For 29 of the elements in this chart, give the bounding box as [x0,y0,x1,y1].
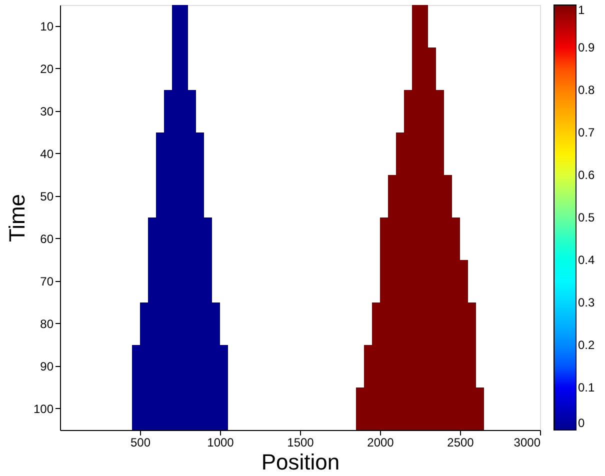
x-tick-label: 2000 [367,436,394,450]
y-tick-label: 30 [40,104,54,118]
x-tick-label: 3000 [514,436,541,450]
color-bar-label: 0.3 [578,296,596,310]
y-tick-label: 90 [40,359,54,374]
color-bar-label: 1 [578,3,585,17]
color-bar-label: 0.7 [578,126,596,140]
x-tick-label: 1000 [207,436,234,450]
x-axis-title: Position [261,450,340,474]
x-tick-label: 2500 [447,436,474,450]
color-bar-label: 0.8 [578,83,596,97]
color-bar-label: 0.9 [578,40,596,54]
y-tick-label: 20 [40,62,54,76]
y-tick-label: 100 [33,402,54,416]
y-tick-label: 10 [40,19,54,34]
color-bar-label: 0.1 [578,380,596,394]
y-tick-label: 50 [40,189,54,204]
y-axis-title: Time [4,194,30,242]
y-tick-label: 40 [40,146,54,161]
color-bar-label: 0 [578,416,585,430]
color-bar-label: 0.2 [578,338,596,352]
x-tick-label: 500 [130,436,151,450]
color-bar-label: 0.6 [578,168,596,182]
y-tick-label: 70 [40,274,54,288]
x-tick-label: 1500 [287,436,314,450]
y-tick-label: 60 [40,232,54,246]
color-bar-label: 0.4 [578,253,596,267]
y-tick-label: 80 [40,316,54,331]
color-bar-label: 0.5 [578,210,596,224]
